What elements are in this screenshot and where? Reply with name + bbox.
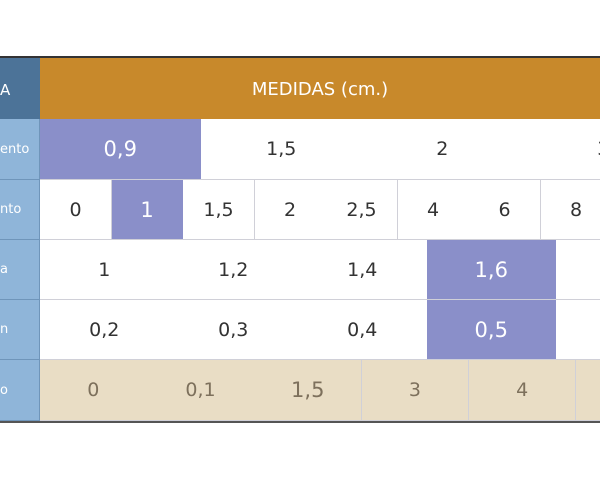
table-cell: [576, 360, 600, 421]
table-cell: 0,2: [40, 300, 170, 360]
table-cell: [556, 240, 600, 300]
row-label: n: [0, 300, 40, 360]
table-cell: 1,4: [298, 240, 428, 300]
table-cell: 2: [362, 119, 524, 180]
row-label: o: [0, 360, 40, 421]
table-cell: 1,5: [183, 180, 255, 240]
table-cell: 2: [254, 180, 327, 240]
table-cell: 1,5: [201, 119, 363, 180]
table-cell: 1,5: [254, 360, 363, 421]
table-cell: 8: [540, 180, 600, 240]
table-border: [0, 421, 600, 423]
header-left: A: [0, 56, 41, 121]
table-cell: 3: [523, 119, 600, 180]
table-cell: 0,1: [147, 360, 255, 421]
table-cell: 0: [40, 360, 148, 421]
table-cell: 1: [40, 240, 170, 300]
table-cell: 1,2: [169, 240, 299, 300]
table-cell: 4: [468, 360, 577, 421]
table-cell: 0,4: [298, 300, 428, 360]
table-cell: 6: [469, 180, 541, 240]
table-cell: 3: [361, 360, 470, 421]
table-cell: 4: [397, 180, 470, 240]
table-cell: [556, 300, 600, 360]
row-label: nto: [0, 180, 40, 240]
table-cell: 1,6: [427, 240, 557, 300]
table-cell: 0,3: [169, 300, 299, 360]
table-cell: 0,5: [427, 300, 557, 360]
row-label: ento: [0, 119, 40, 180]
table-cell: 0: [40, 180, 112, 240]
table-cell: 0,9: [40, 119, 202, 180]
table-cell: 2,5: [326, 180, 398, 240]
header-title: MEDIDAS (cm.): [40, 56, 600, 121]
row-label: a: [0, 240, 40, 300]
table-cell: 1: [111, 180, 184, 240]
